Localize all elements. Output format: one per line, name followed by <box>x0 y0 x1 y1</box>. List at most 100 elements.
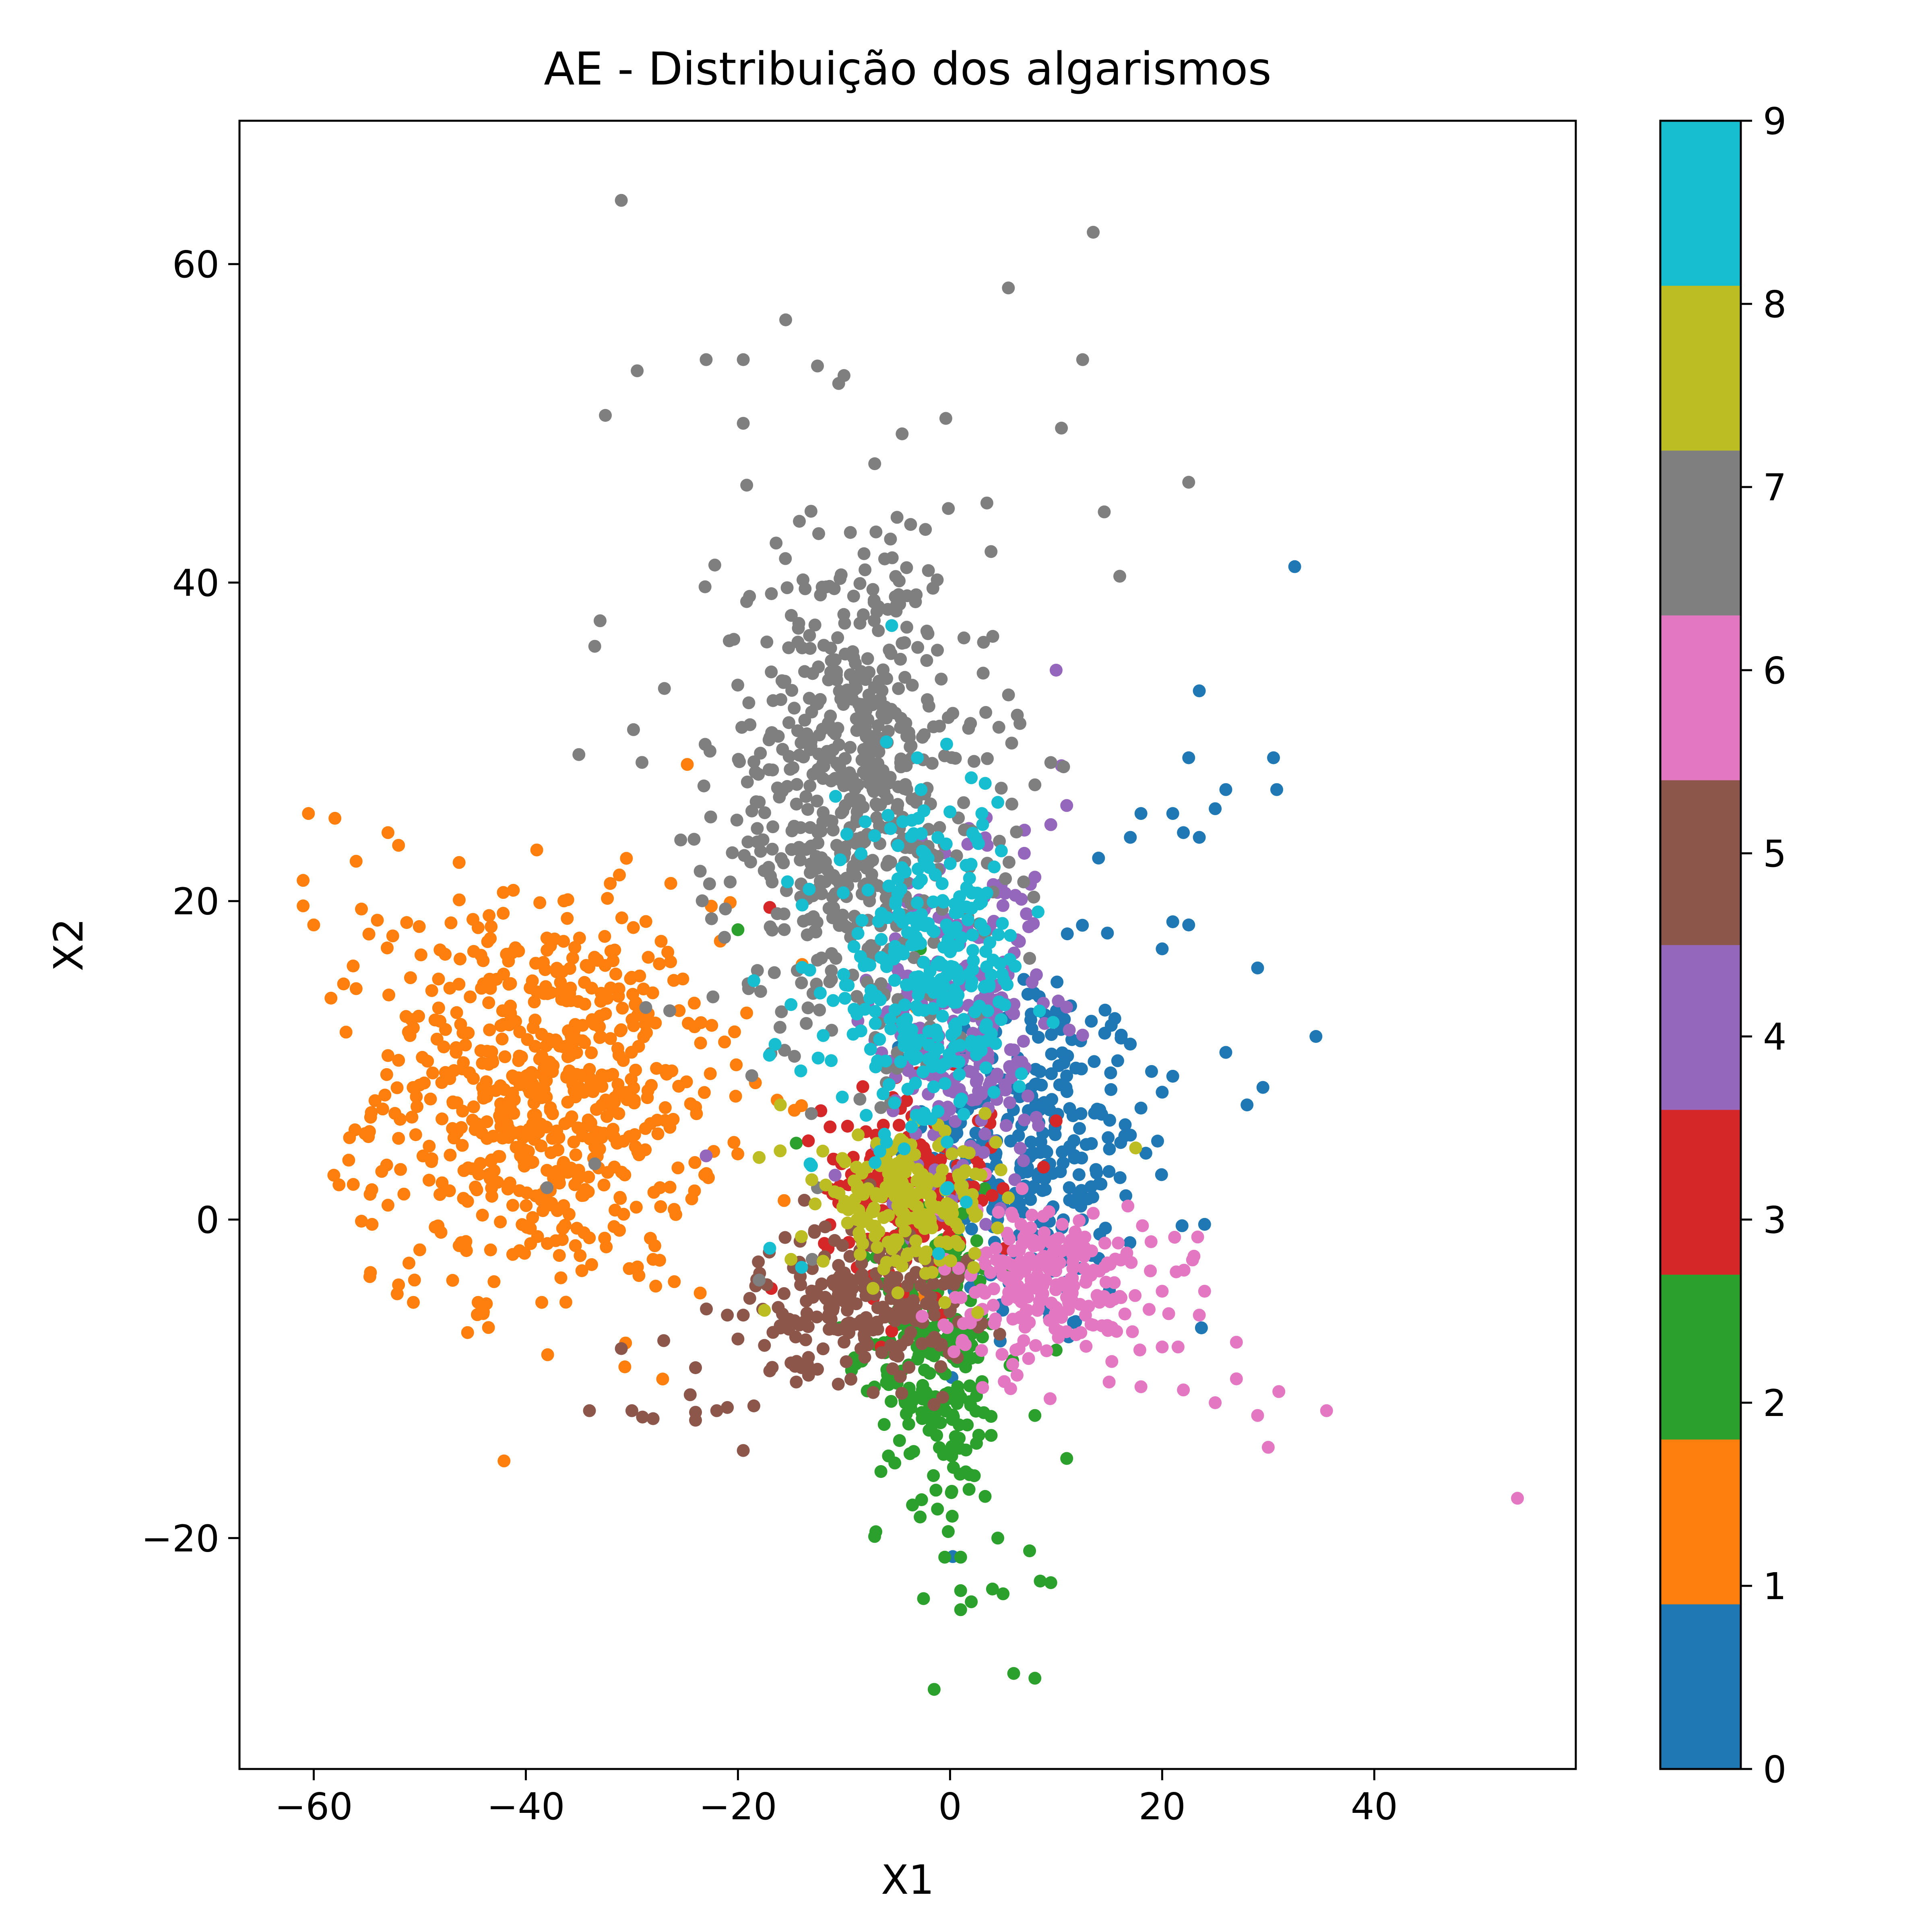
data-point <box>654 1200 667 1213</box>
data-point <box>1004 929 1017 942</box>
data-point <box>588 1157 601 1170</box>
data-point <box>867 1282 879 1295</box>
data-point <box>850 1160 863 1174</box>
data-point <box>765 587 778 600</box>
data-point <box>647 1186 661 1199</box>
data-point <box>392 1278 405 1292</box>
colorbar-segment <box>1660 945 1741 1110</box>
data-point <box>997 1587 1010 1600</box>
data-point <box>860 1109 873 1122</box>
data-point <box>541 1237 554 1250</box>
data-point <box>651 1127 665 1140</box>
data-point <box>1025 1208 1038 1222</box>
data-point <box>378 1088 392 1102</box>
data-point <box>297 899 310 912</box>
data-point <box>963 1468 976 1481</box>
data-point <box>805 735 817 748</box>
data-point <box>471 921 485 934</box>
data-point <box>893 574 906 588</box>
data-point <box>872 624 885 637</box>
data-point <box>782 750 796 763</box>
data-point <box>965 1034 978 1048</box>
data-point <box>1077 1262 1090 1275</box>
data-point <box>865 766 878 779</box>
data-point <box>910 896 924 909</box>
data-point <box>859 815 872 828</box>
data-point <box>737 417 750 430</box>
data-point <box>1044 1392 1057 1405</box>
data-point <box>796 898 809 912</box>
data-point <box>953 890 966 903</box>
data-point <box>1061 927 1074 941</box>
data-point <box>530 985 543 999</box>
data-point <box>1010 826 1023 838</box>
data-point <box>617 1208 630 1221</box>
data-point <box>892 1119 906 1132</box>
data-point <box>1024 1221 1037 1234</box>
data-point <box>942 923 956 936</box>
data-point <box>1219 1046 1232 1059</box>
data-point <box>795 976 808 989</box>
data-point <box>993 835 1006 848</box>
data-point <box>588 1140 601 1154</box>
data-point <box>954 1550 967 1564</box>
data-point <box>862 688 875 702</box>
data-point <box>846 1028 860 1041</box>
data-point <box>795 1261 808 1274</box>
data-point <box>561 912 574 925</box>
data-point <box>702 1171 715 1184</box>
data-point <box>827 901 840 914</box>
data-point <box>646 1412 660 1425</box>
data-point <box>719 902 732 916</box>
data-point <box>909 1076 922 1090</box>
data-point <box>814 824 828 838</box>
data-point <box>1182 476 1195 489</box>
data-point <box>520 1199 533 1212</box>
data-point <box>1049 664 1063 677</box>
data-point <box>1028 778 1042 791</box>
data-point <box>569 1239 582 1252</box>
data-point <box>895 1154 908 1167</box>
data-point <box>949 1115 962 1128</box>
data-point <box>817 1255 830 1268</box>
data-point <box>402 1257 415 1270</box>
data-point <box>860 730 873 743</box>
data-point <box>852 1128 865 1141</box>
chart-title: AE - Distribuição dos algarismos <box>544 43 1271 95</box>
data-point <box>985 1429 998 1442</box>
data-point <box>964 1316 977 1329</box>
data-point <box>687 833 701 846</box>
data-point <box>861 883 875 897</box>
data-point <box>902 1361 916 1374</box>
data-point <box>788 1104 801 1117</box>
data-point <box>1014 1310 1027 1323</box>
data-point <box>853 577 867 590</box>
data-point <box>477 1305 490 1319</box>
data-point <box>875 933 888 946</box>
data-point <box>954 1584 967 1597</box>
data-point <box>910 919 924 932</box>
data-point <box>681 758 694 771</box>
data-point <box>1055 421 1068 435</box>
data-point <box>978 980 991 993</box>
data-point <box>986 630 999 643</box>
data-point <box>865 939 877 952</box>
data-point <box>1024 1193 1037 1206</box>
data-point <box>520 1221 534 1234</box>
data-point <box>983 936 997 949</box>
data-point <box>731 923 745 936</box>
data-point <box>1193 831 1206 844</box>
data-point <box>853 1230 867 1243</box>
data-point <box>999 872 1012 886</box>
data-point <box>1053 1256 1067 1269</box>
data-point <box>749 766 762 779</box>
data-point <box>727 1136 741 1149</box>
data-point <box>952 1222 965 1235</box>
data-point <box>850 990 863 1003</box>
data-point <box>358 1127 372 1140</box>
data-point <box>870 811 883 824</box>
data-point <box>904 518 917 531</box>
data-point <box>815 952 828 965</box>
data-point <box>1126 1325 1139 1338</box>
data-point <box>500 947 513 961</box>
